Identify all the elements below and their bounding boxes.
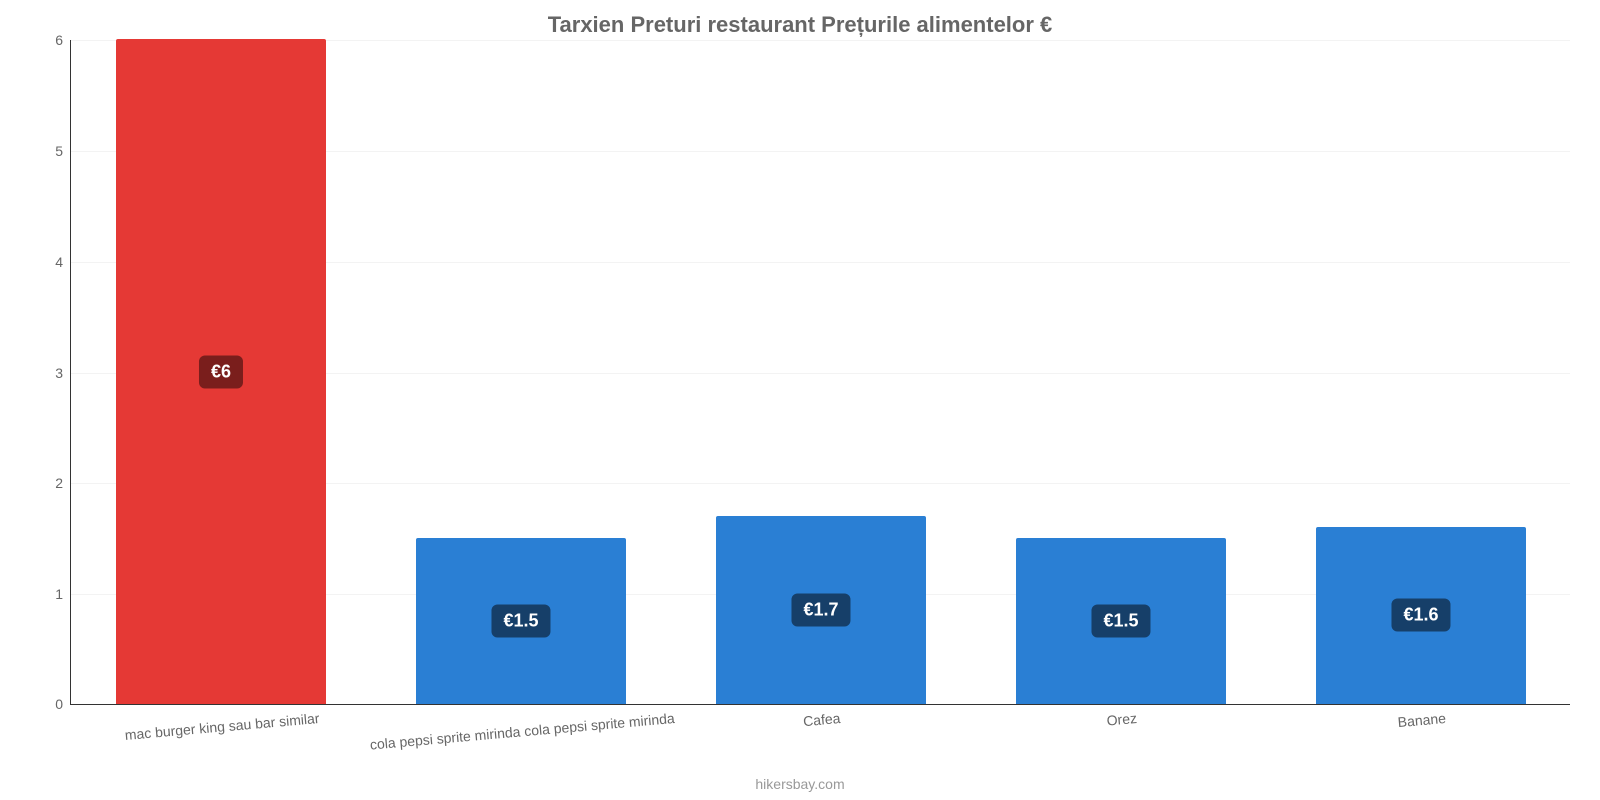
- bar: €6: [116, 39, 326, 704]
- bar-value-label: €1.5: [1091, 604, 1150, 637]
- plot-area: 0 123456€6mac burger king sau bar simila…: [70, 40, 1570, 705]
- ytick-0: 0: [55, 696, 63, 712]
- xtick-label: cola pepsi sprite mirinda cola pepsi spr…: [369, 710, 675, 753]
- xtick-label: Banane: [1397, 710, 1446, 730]
- price-chart: Tarxien Preturi restaurant Prețurile ali…: [0, 0, 1600, 800]
- chart-title: Tarxien Preturi restaurant Prețurile ali…: [0, 12, 1600, 38]
- ytick-label: 1: [55, 586, 63, 602]
- xtick-label: Cafea: [802, 710, 841, 729]
- xtick-label: mac burger king sau bar similar: [124, 710, 320, 743]
- bar: €1.5: [416, 538, 626, 704]
- ytick-label: 4: [55, 254, 63, 270]
- ytick-label: 6: [55, 32, 63, 48]
- bar-value-label: €1.7: [791, 593, 850, 626]
- bar: €1.6: [1316, 527, 1526, 704]
- bar-value-label: €1.5: [491, 604, 550, 637]
- ytick-label: 3: [55, 365, 63, 381]
- xtick-label: Orez: [1106, 710, 1138, 729]
- bar: €1.5: [1016, 538, 1226, 704]
- bar: €1.7: [716, 516, 926, 704]
- bar-value-label: €6: [199, 355, 243, 388]
- ytick-label: 2: [55, 475, 63, 491]
- attribution: hikersbay.com: [0, 776, 1600, 792]
- ytick-label: 5: [55, 143, 63, 159]
- bar-value-label: €1.6: [1391, 599, 1450, 632]
